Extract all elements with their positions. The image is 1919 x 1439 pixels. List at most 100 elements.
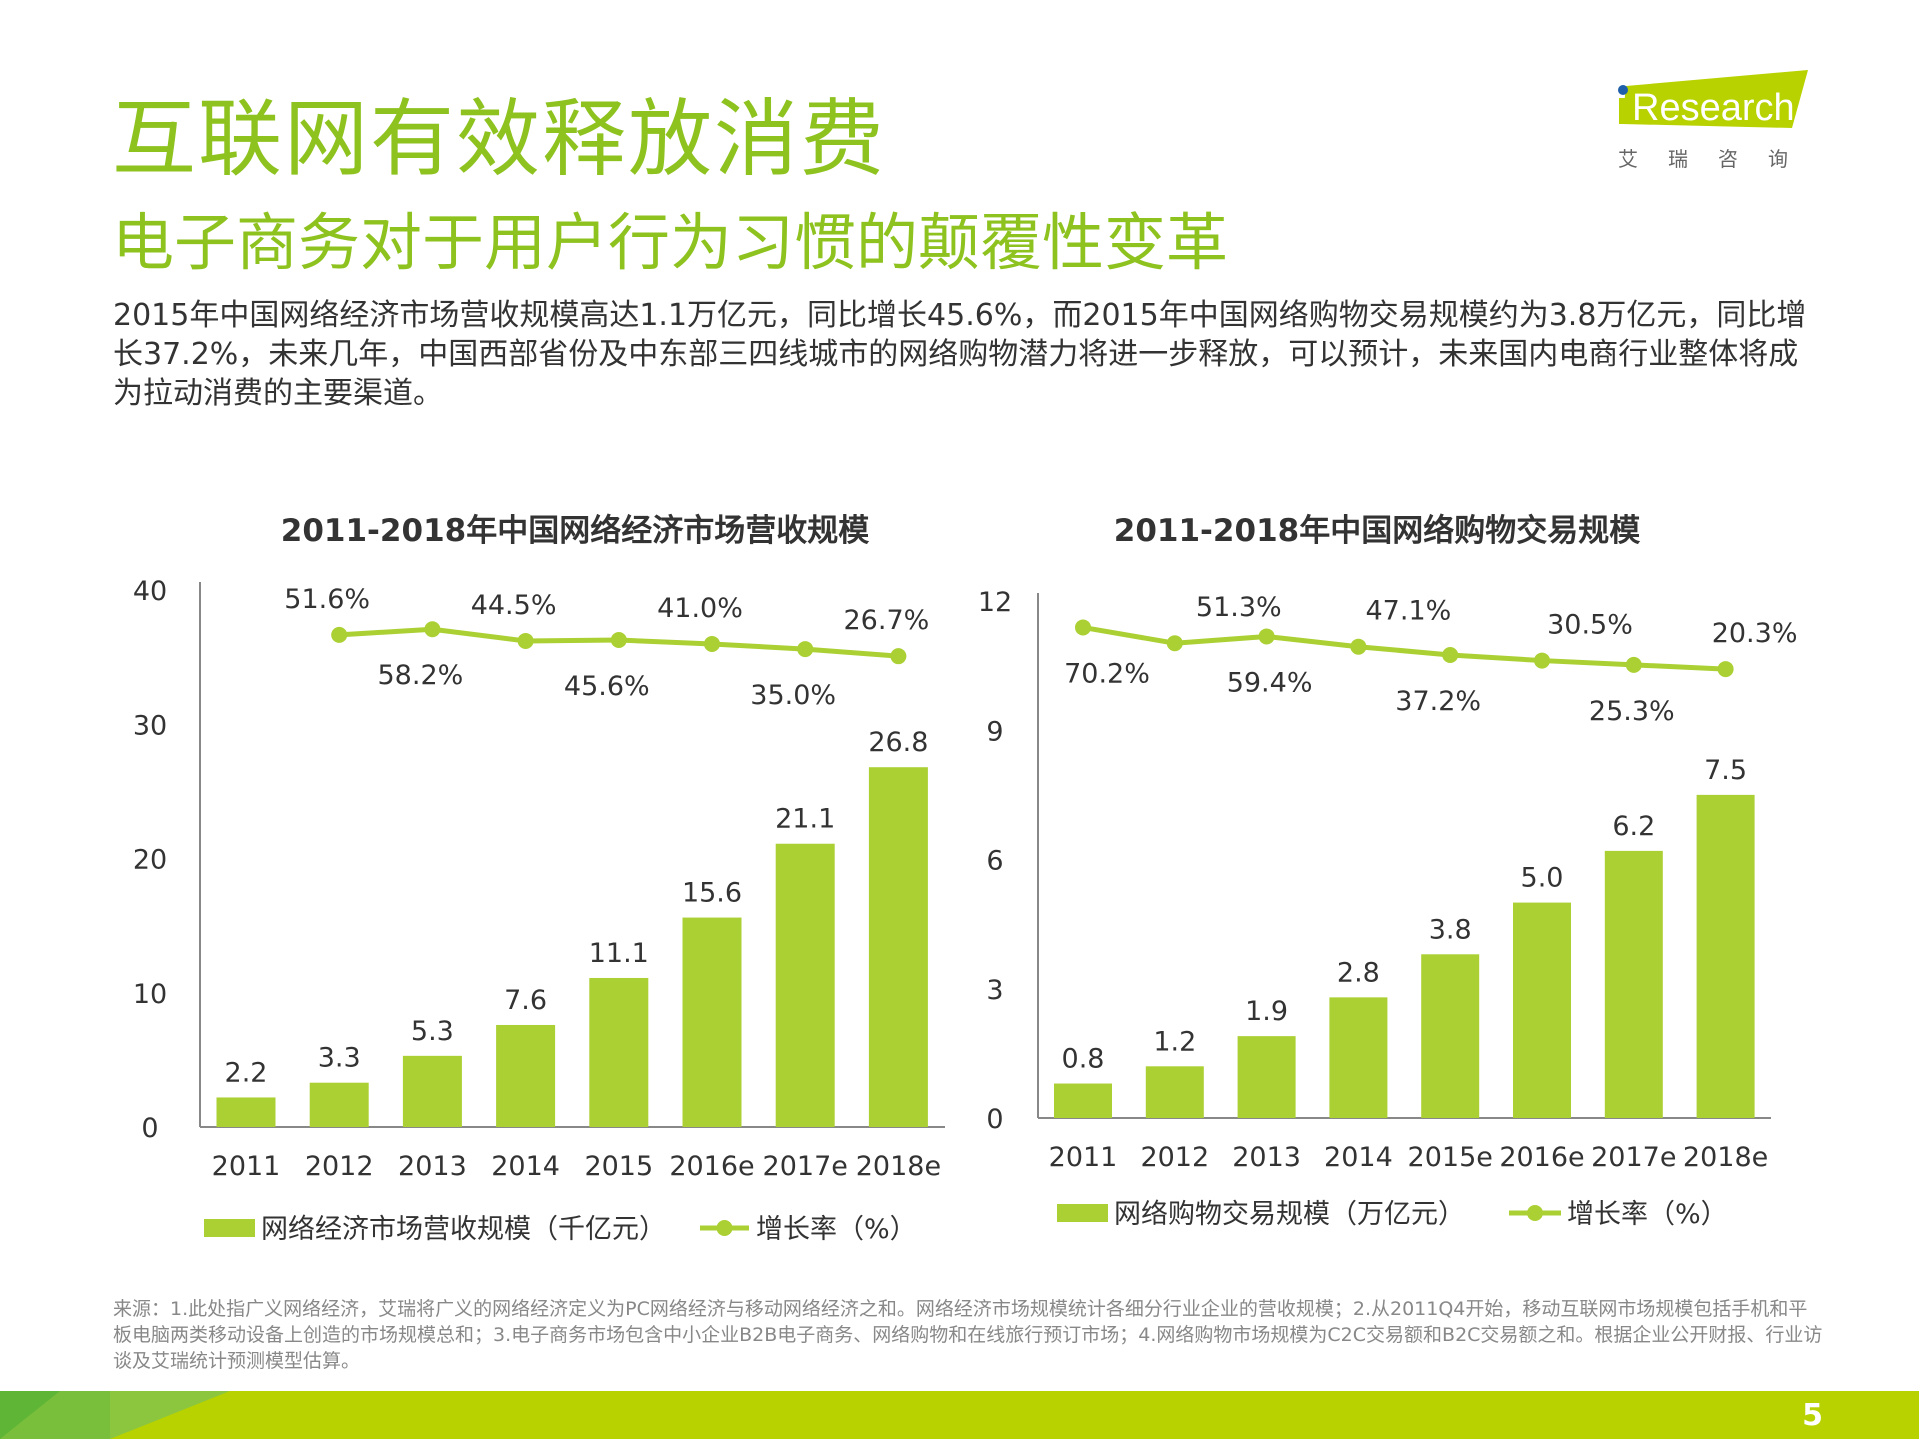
growth-rate-point xyxy=(1442,646,1459,663)
y-tick-label: 6 xyxy=(986,846,1003,877)
x-tick-label: 2012 xyxy=(1140,1142,1209,1173)
x-tick-label: 2013 xyxy=(1232,1142,1301,1173)
growth-rate-point xyxy=(424,621,441,638)
x-tick-label: 2016e xyxy=(669,1151,754,1182)
svg-text:艾瑞咨询: 艾瑞咨询 xyxy=(1618,147,1818,171)
bar xyxy=(868,767,928,1127)
growth-rate-label: 25.3% xyxy=(1589,696,1675,727)
bar xyxy=(1054,1083,1112,1118)
growth-rate-point xyxy=(1625,656,1642,673)
bar-value-label: 5.3 xyxy=(411,1016,454,1047)
legend-bar-swatch xyxy=(204,1219,255,1237)
bar-value-label: 11.1 xyxy=(589,938,649,969)
growth-rate-label: 45.6% xyxy=(564,671,650,702)
bar-value-label: 26.8 xyxy=(868,727,928,758)
growth-rate-label: 37.2% xyxy=(1395,686,1481,717)
growth-rate-label: 47.1% xyxy=(1366,596,1452,627)
y-tick-label: 0 xyxy=(986,1104,1003,1135)
growth-rate-point xyxy=(1717,661,1734,678)
source-footnote: 来源：1.此处指广义网络经济，艾瑞将广义的网络经济定义为PC网络经济与移动网络经… xyxy=(113,1298,1823,1372)
y-tick-label: 40 xyxy=(133,576,167,607)
bar xyxy=(309,1082,369,1127)
bar xyxy=(682,917,742,1127)
y-tick-label: 10 xyxy=(133,979,167,1010)
growth-rate-label: 44.5% xyxy=(471,590,557,621)
bar-value-label: 2.8 xyxy=(1337,957,1380,988)
footer-band xyxy=(0,1391,1919,1439)
bar-value-label: 7.5 xyxy=(1704,755,1747,786)
bar xyxy=(402,1055,462,1127)
growth-rate-label: 59.4% xyxy=(1227,667,1313,698)
legend-bar-label: 网络经济市场营收规模（千亿元） xyxy=(261,1214,666,1245)
bar xyxy=(1145,1066,1204,1118)
growth-rate-point xyxy=(704,635,720,652)
bar xyxy=(1696,794,1755,1118)
growth-rate-point xyxy=(331,626,348,643)
bar xyxy=(589,977,649,1127)
bar-value-label: 3.8 xyxy=(1429,914,1472,945)
x-tick-label: 2015 xyxy=(584,1151,653,1182)
growth-rate-label: 58.2% xyxy=(378,660,464,691)
page-title: 互联网有效释放消费 xyxy=(112,90,887,188)
bar-value-label: 6.2 xyxy=(1612,811,1655,842)
x-tick-label: 2011 xyxy=(212,1151,281,1182)
x-tick-label: 2018e xyxy=(856,1151,941,1182)
x-tick-label: 2017e xyxy=(763,1151,848,1182)
bar-value-label: 21.1 xyxy=(775,804,835,835)
y-tick-label: 20 xyxy=(133,845,167,876)
bar-value-label: 3.3 xyxy=(318,1043,361,1074)
bar xyxy=(1421,954,1480,1118)
bar-value-label: 7.6 xyxy=(504,985,547,1016)
growth-rate-point xyxy=(1350,638,1367,655)
legend-line-label: 增长率（%） xyxy=(1567,1199,1728,1230)
growth-rate-point xyxy=(1534,652,1550,669)
bar-value-label: 5.0 xyxy=(1521,863,1564,894)
bar-value-label: 15.6 xyxy=(682,878,742,909)
y-tick-label: 12 xyxy=(978,587,1012,618)
bar xyxy=(216,1097,276,1127)
bar-value-label: 1.9 xyxy=(1245,996,1288,1027)
page-number: 5 xyxy=(1802,1398,1823,1433)
y-tick-label: 3 xyxy=(986,975,1003,1006)
x-tick-label: 2015e xyxy=(1408,1142,1493,1173)
growth-rate-point xyxy=(610,632,627,649)
growth-rate-label: 51.6% xyxy=(284,584,370,615)
bar-value-label: 2.2 xyxy=(225,1057,268,1088)
footer-decoration xyxy=(0,1391,230,1439)
growth-rate-label: 41.0% xyxy=(657,593,743,624)
x-tick-label: 2016e xyxy=(1499,1142,1584,1173)
bar xyxy=(1513,902,1571,1118)
x-tick-label: 2013 xyxy=(398,1151,467,1182)
summary-paragraph: 2015年中国网络经济市场营收规模高达1.1万亿元，同比增长45.6%，而201… xyxy=(113,298,1807,411)
svg-text:Research: Research xyxy=(1632,87,1795,129)
x-tick-label: 2017e xyxy=(1591,1142,1676,1173)
x-tick-label: 2012 xyxy=(305,1151,374,1182)
legend-bar-label: 网络购物交易规模（万亿元） xyxy=(1114,1199,1465,1230)
growth-rate-point xyxy=(890,648,907,665)
chart-title: 2011-2018年中国网络经济市场营收规模 xyxy=(281,513,869,549)
growth-rate-point xyxy=(1258,628,1275,645)
page-subtitle: 电子商务对于用户行为习惯的颠覆性变革 xyxy=(112,206,1229,279)
legend-line-marker xyxy=(716,1220,733,1236)
legend-line-label: 增长率（%） xyxy=(756,1214,917,1245)
growth-rate-label: 30.5% xyxy=(1547,610,1633,641)
growth-rate-point xyxy=(797,641,814,658)
bar xyxy=(1329,997,1388,1118)
x-tick-label: 2011 xyxy=(1049,1142,1118,1173)
chart-title: 2011-2018年中国网络购物交易规模 xyxy=(1114,513,1640,549)
growth-rate-label: 20.3% xyxy=(1712,618,1798,649)
growth-rate-label: 70.2% xyxy=(1064,658,1150,689)
x-tick-label: 2018e xyxy=(1683,1142,1768,1173)
growth-rate-point xyxy=(1075,619,1091,636)
y-tick-label: 0 xyxy=(141,1113,158,1144)
growth-rate-label: 35.0% xyxy=(750,680,836,711)
growth-rate-label: 26.7% xyxy=(844,605,930,636)
iresearch-logo: Research 艾瑞咨询 xyxy=(1618,70,1818,171)
y-tick-label: 30 xyxy=(133,710,167,741)
growth-rate-label: 51.3% xyxy=(1196,592,1282,623)
legend-bar-swatch xyxy=(1057,1204,1108,1222)
bar-value-label: 1.2 xyxy=(1153,1026,1196,1057)
growth-rate-point xyxy=(517,632,534,649)
bar xyxy=(1237,1036,1296,1118)
